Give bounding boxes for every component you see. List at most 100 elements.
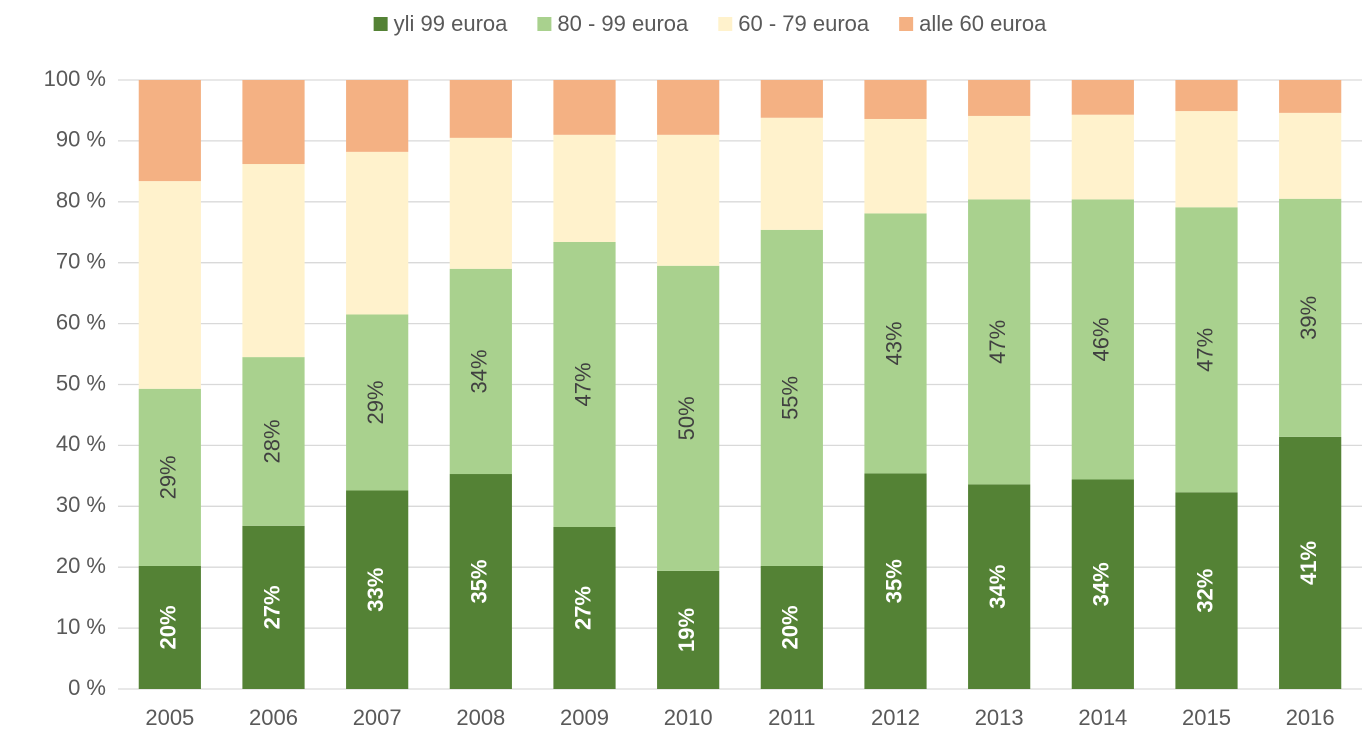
bar-segment [346, 151, 409, 315]
legend-swatch [899, 17, 914, 31]
bar-segment [346, 80, 409, 152]
legend-label: 80 - 99 euroa [557, 11, 689, 36]
legend: yli 99 euroa 80 - 99 euroa 60 - 79 euroa al… [373, 11, 1047, 36]
data-label: 27% [259, 585, 284, 629]
bar-segment [346, 314, 409, 491]
bar-segment [968, 115, 1031, 200]
data-label: 27% [570, 586, 595, 630]
x-tick-label: 2012 [871, 705, 920, 730]
data-label: 34% [985, 565, 1010, 609]
bar-segment [760, 80, 823, 118]
y-tick-label: 70 % [56, 249, 106, 274]
legend-swatch [718, 17, 733, 31]
bar-segment [760, 117, 823, 230]
bar-segment [1279, 80, 1342, 113]
data-label: 35% [467, 559, 492, 603]
bar-segment [1071, 479, 1134, 689]
bar-segment [449, 268, 512, 475]
y-tick-label: 30 % [56, 492, 106, 517]
data-label: 34% [1089, 562, 1114, 606]
data-label: 43% [881, 321, 906, 365]
x-tick-label: 2008 [456, 705, 505, 730]
bar-segment [1175, 111, 1238, 208]
y-tick-label: 80 % [56, 188, 106, 213]
data-label: 32% [1192, 569, 1217, 613]
bar-segment [242, 357, 305, 526]
bar-segment [242, 164, 305, 358]
data-label: 34% [467, 349, 492, 393]
data-label: 47% [1192, 328, 1217, 372]
bar-segment [1279, 198, 1342, 437]
bar-segment [242, 80, 305, 165]
bar-segment [1175, 492, 1238, 689]
bar-segment [1071, 114, 1134, 200]
data-label: 29% [156, 455, 181, 499]
bar-segment [657, 134, 720, 266]
data-label: 46% [1089, 317, 1114, 361]
bar-segment [1071, 199, 1134, 480]
data-label: 33% [363, 568, 388, 612]
y-tick-label: 20 % [56, 553, 106, 578]
bar-segment [1175, 207, 1238, 493]
legend-swatch [537, 17, 552, 31]
x-tick-label: 2009 [560, 705, 609, 730]
bar-segment [1279, 436, 1342, 689]
data-label: 55% [778, 376, 803, 420]
x-tick-label: 2007 [353, 705, 402, 730]
legend-swatch [373, 17, 388, 31]
bar-segment [1279, 112, 1342, 199]
data-label: 29% [363, 380, 388, 424]
bar-segment [864, 118, 927, 214]
legend-label: 60 - 79 euroa [738, 11, 870, 36]
data-label: 19% [674, 608, 699, 652]
bar-segment [657, 80, 720, 135]
bar-segment [760, 565, 823, 689]
bar-segment [968, 199, 1031, 485]
y-tick-label: 0 % [68, 675, 106, 700]
bar-segment [657, 570, 720, 689]
legend-label: alle 60 euroa [919, 11, 1047, 36]
bar-segment [760, 229, 823, 566]
bar-segment [1071, 80, 1134, 115]
bar-segment [138, 388, 201, 566]
y-tick-label: 100 % [44, 66, 106, 91]
x-tick-label: 2010 [664, 705, 713, 730]
x-tick-label: 2015 [1182, 705, 1231, 730]
bar-segment [449, 474, 512, 689]
data-label: 20% [778, 605, 803, 649]
y-tick-label: 60 % [56, 309, 106, 334]
bar-segment [553, 241, 616, 528]
x-tick-label: 2016 [1286, 705, 1335, 730]
bar-segment [553, 527, 616, 689]
data-label: 50% [674, 396, 699, 440]
data-label: 20% [156, 605, 181, 649]
bar-segment [657, 265, 720, 571]
data-label: 47% [985, 320, 1010, 364]
bar-segment [553, 80, 616, 135]
bar-segment [1175, 80, 1238, 112]
data-label: 47% [570, 362, 595, 406]
y-tick-label: 40 % [56, 431, 106, 456]
bar-segment [449, 137, 512, 269]
data-label: 28% [259, 419, 284, 463]
bar-segment [138, 565, 201, 689]
bar-segment [138, 80, 201, 182]
bar-segment [449, 80, 512, 138]
y-tick-label: 90 % [56, 127, 106, 152]
x-tick-label: 2006 [249, 705, 298, 730]
bar-segment [346, 490, 409, 689]
bar-segment [864, 213, 927, 474]
x-tick-label: 2005 [145, 705, 194, 730]
y-tick-label: 10 % [56, 614, 106, 639]
bar-segment [138, 181, 201, 389]
bar-segment [242, 525, 305, 689]
data-label: 35% [881, 559, 906, 603]
bar-segment [968, 80, 1031, 116]
bar-segment [553, 134, 616, 242]
data-label: 41% [1296, 541, 1321, 585]
data-label: 39% [1296, 296, 1321, 340]
bar-segment [864, 473, 927, 689]
bar-segment [864, 80, 927, 119]
x-tick-label: 2011 [768, 705, 815, 730]
